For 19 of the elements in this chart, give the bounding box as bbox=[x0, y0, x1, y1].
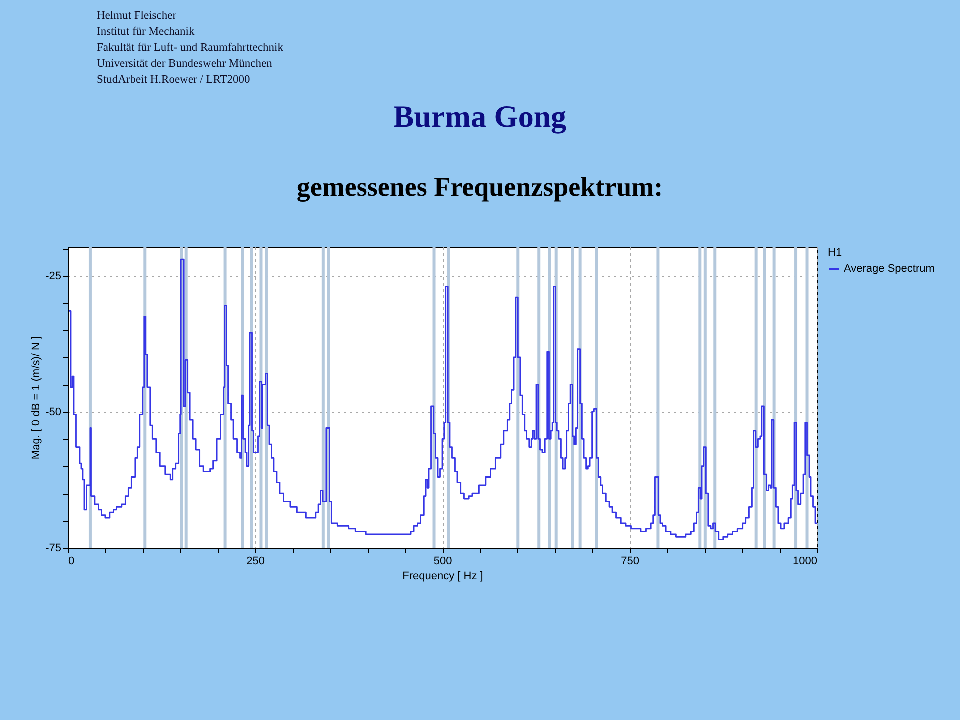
x-tick-label: 0 bbox=[68, 556, 75, 568]
y-tick-label: -75 bbox=[46, 542, 62, 554]
chart-subtitle: gemessenes Frequenzspektrum: bbox=[296, 172, 664, 202]
text: StudArbeit H.Roewer / LRT2000 bbox=[97, 74, 251, 86]
text: Institut für Mechanik bbox=[97, 26, 195, 38]
x-axis-title: Frequency [ Hz ] bbox=[402, 570, 484, 582]
text: Universität der Bundeswehr München bbox=[97, 58, 273, 70]
legend-label: Average Spectrum bbox=[844, 263, 935, 275]
chart-title: Burma Gong bbox=[393, 99, 568, 134]
x-tick-label: 250 bbox=[246, 556, 265, 568]
x-tick-label: 500 bbox=[434, 556, 452, 568]
text: Helmut Fleischer bbox=[97, 10, 177, 22]
x-tick-label: 750 bbox=[621, 556, 640, 568]
y-tick-label: -50 bbox=[46, 406, 62, 418]
legend-title: H1 bbox=[828, 247, 842, 259]
x-tick-label: 1000 bbox=[793, 556, 818, 568]
text: Fakultät für Luft- und Raumfahrttechnik bbox=[97, 42, 284, 54]
y-axis-title: Mag. [ 0 dB = 1 (m/s)/ N ] bbox=[30, 336, 43, 460]
y-tick-label: -25 bbox=[46, 270, 62, 282]
